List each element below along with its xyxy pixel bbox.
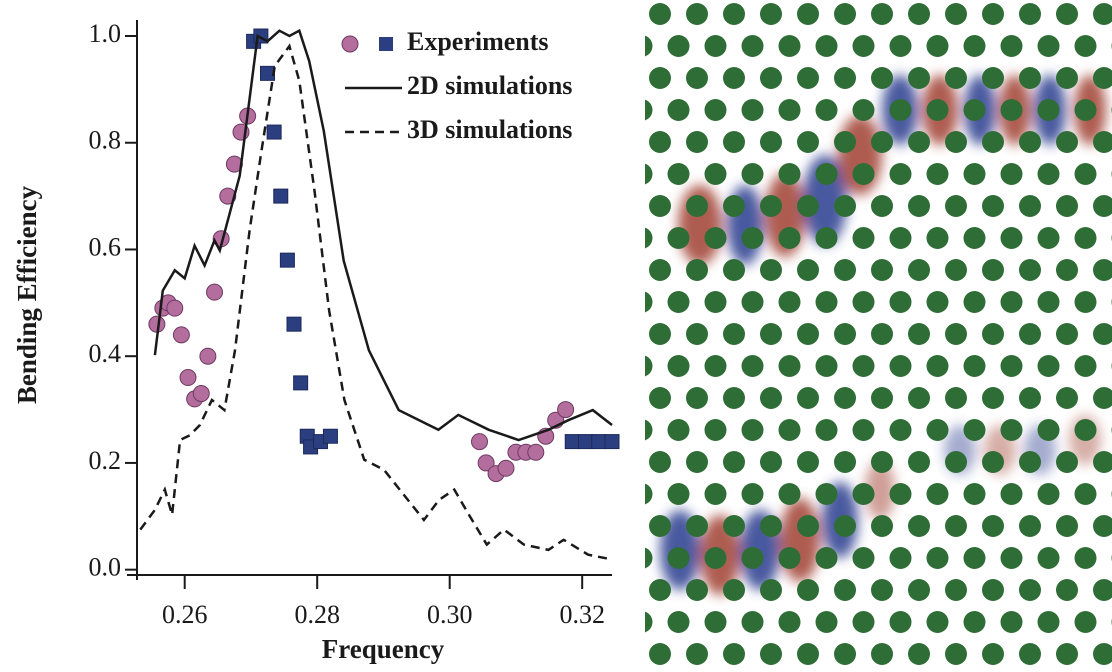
legend-label: Experiments — [407, 27, 549, 56]
y-tick-label: 1.0 — [89, 19, 122, 48]
x-tick-label: 0.30 — [427, 600, 473, 629]
data-point — [471, 433, 489, 451]
data-point — [557, 401, 575, 419]
data-point — [273, 188, 289, 204]
x-tick-label: 0.28 — [294, 600, 340, 629]
y-tick-label: 0.6 — [89, 232, 122, 261]
data-point — [179, 369, 197, 387]
legend-label: 3D simulations — [407, 115, 572, 144]
y-axis-label: Bending Efficiency — [12, 185, 42, 404]
data-point — [266, 124, 282, 140]
data-point — [477, 454, 495, 472]
data-point — [172, 326, 190, 344]
data-point — [578, 434, 594, 450]
data-point — [286, 316, 302, 332]
data-point — [564, 434, 580, 450]
legend-marker — [379, 37, 393, 51]
x-axis-label: Frequency — [322, 634, 445, 664]
data-point — [322, 428, 338, 444]
data-point — [199, 347, 217, 365]
data-line — [153, 28, 613, 442]
data-point — [219, 187, 237, 205]
data-point — [604, 434, 620, 450]
data-point — [497, 459, 515, 477]
data-point — [293, 375, 309, 391]
legend-marker — [341, 35, 359, 53]
data-point — [279, 252, 295, 268]
legend-label: 2D simulations — [407, 71, 572, 100]
data-point — [192, 385, 210, 403]
data-point — [166, 299, 184, 317]
data-point — [591, 434, 607, 450]
y-tick-label: 0.4 — [89, 339, 122, 368]
y-tick-label: 0.2 — [89, 446, 122, 475]
data-point — [527, 443, 545, 461]
x-tick-label: 0.26 — [162, 600, 208, 629]
x-tick-label: 0.32 — [559, 600, 605, 629]
photonic-crystal-lattice — [645, 0, 1112, 672]
y-tick-label: 0.8 — [89, 126, 122, 155]
y-tick-label: 0.0 — [89, 553, 122, 582]
data-point — [206, 283, 224, 301]
data-line — [139, 43, 613, 561]
field-panel — [645, 0, 1112, 672]
